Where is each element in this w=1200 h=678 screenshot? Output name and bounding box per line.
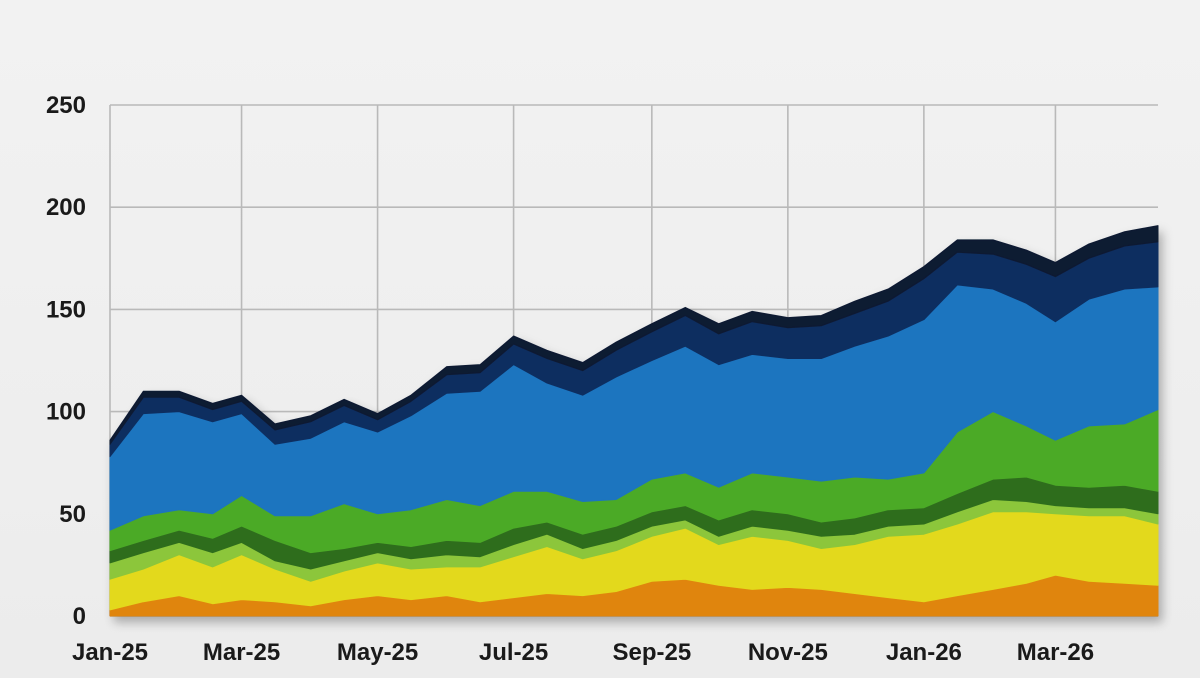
- x-tick-label: Sep-25: [612, 639, 691, 666]
- axis-labels: 0 50 100 150 200 250 Jan-25 Mar-25 May-25 Jul-25 S…: [46, 92, 1094, 666]
- x-tick-label: Nov-25: [748, 639, 828, 666]
- x-tick-label: Jul-25: [479, 639, 548, 666]
- x-tick-label: Jan-26: [886, 639, 962, 666]
- y-tick-label: 50: [59, 501, 86, 528]
- y-tick-label: 100: [46, 399, 86, 426]
- y-tick-label: 0: [73, 603, 86, 630]
- area-series-8: [109, 225, 1159, 445]
- x-tick-label: May-25: [337, 639, 418, 666]
- x-tick-label: Mar-25: [203, 639, 280, 666]
- y-tick-label: 200: [46, 194, 86, 221]
- x-tick-label: Mar-26: [1017, 639, 1094, 666]
- y-tick-label: 250: [46, 92, 86, 119]
- area-series-group: [109, 225, 1159, 617]
- x-tick-label: Jan-25: [72, 639, 148, 666]
- y-tick-label: 150: [46, 296, 86, 323]
